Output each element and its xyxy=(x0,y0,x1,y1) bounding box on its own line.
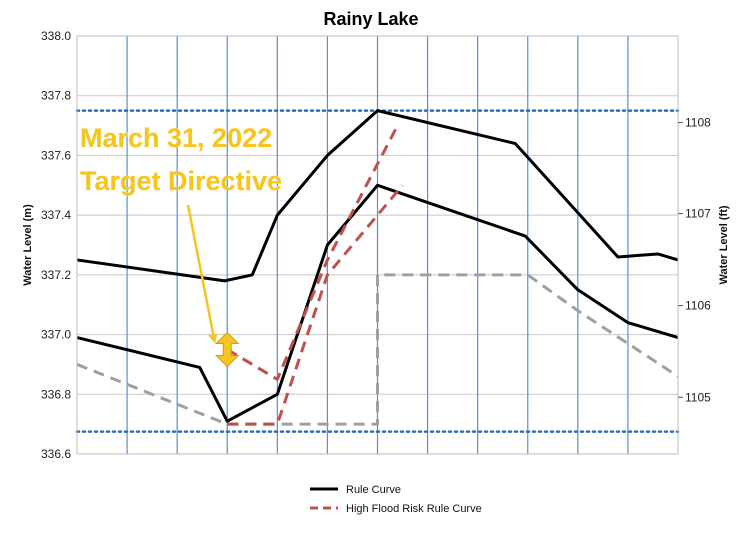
plot-frame xyxy=(76,35,679,455)
axes-layer: 336.6 336.8 337.0 337.2 337.4 337.6 337.8 338.0… xyxy=(41,29,711,461)
y2-tick-label: 1108 xyxy=(685,116,711,130)
chart-title: Rainy Lake xyxy=(323,9,418,29)
y-tick-label: 337.2 xyxy=(41,268,71,282)
y-tick-label: 338.0 xyxy=(41,29,71,43)
legend-label-rule-curve: Rule Curve xyxy=(346,484,401,496)
annotation-line-1: March 31, 2022 xyxy=(80,123,272,153)
y2-tick-label: 1105 xyxy=(685,390,711,404)
y-tick-label: 337.8 xyxy=(41,89,71,103)
legend-label-high-flood-risk: High Flood Risk Rule Curve xyxy=(346,503,482,515)
series-layer xyxy=(76,109,679,426)
double-arrow-marker xyxy=(215,331,240,368)
y-tick-label: 336.8 xyxy=(41,387,71,401)
y-tick-label: 337.0 xyxy=(41,328,71,342)
annotation-layer: March 31, 2022 Target Directive xyxy=(80,123,282,368)
annotation-arrowhead xyxy=(208,333,218,344)
y2-tick-label: 1107 xyxy=(685,207,711,221)
y-tick-label: 336.6 xyxy=(41,447,71,461)
series-line-3 xyxy=(226,124,399,381)
series-line-4 xyxy=(227,184,404,426)
legend: Rule Curve High Flood Risk Rule Curve xyxy=(310,484,482,515)
y-tick-label: 337.6 xyxy=(41,148,71,162)
y-tick-label: 337.4 xyxy=(41,208,71,222)
y2-tick-label: 1106 xyxy=(685,299,711,313)
annotation-arrow xyxy=(186,204,216,340)
series-line-0 xyxy=(76,109,679,283)
annotation-line-2: Target Directive xyxy=(80,166,282,196)
y2-axis-label: Water Level (ft) xyxy=(718,205,730,284)
y-axis-label: Water Level (m) xyxy=(22,204,34,286)
